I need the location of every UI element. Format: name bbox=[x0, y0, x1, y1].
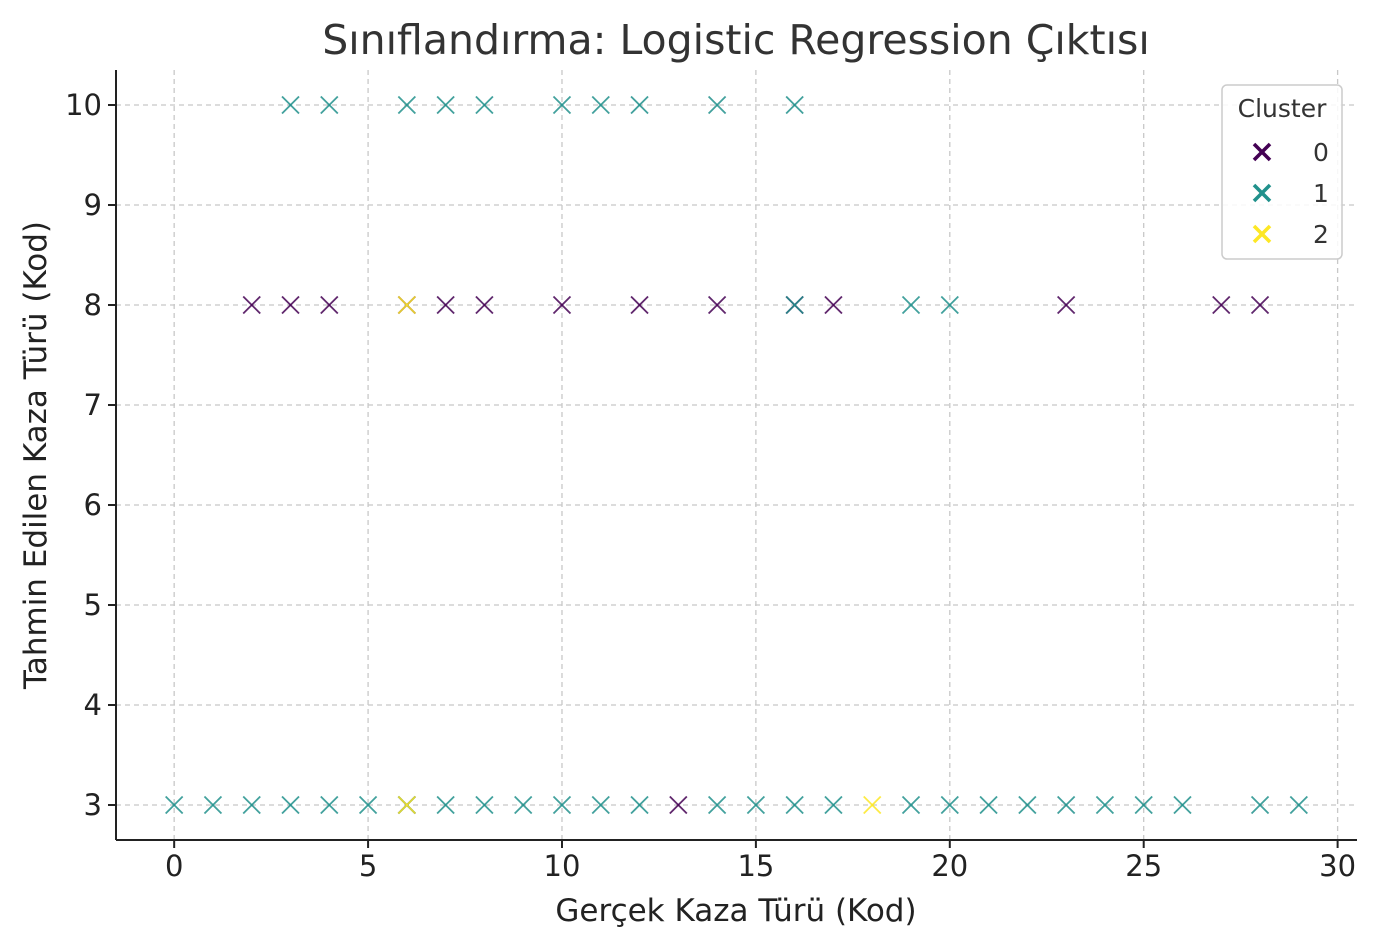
data-point bbox=[669, 795, 688, 815]
data-point bbox=[1057, 295, 1076, 315]
y-tick-label: 10 bbox=[65, 88, 102, 122]
y-tick-label: 9 bbox=[84, 188, 102, 222]
data-point bbox=[320, 95, 339, 115]
data-point bbox=[203, 795, 223, 815]
x-tick-label: 15 bbox=[737, 849, 774, 883]
data-point bbox=[901, 795, 921, 815]
y-axis-label: Tahmin Edilen Kaza Türü (Kod) bbox=[18, 221, 54, 690]
legend-label: 1 bbox=[1313, 179, 1329, 208]
data-point bbox=[242, 295, 261, 315]
y-tick-label: 5 bbox=[84, 588, 102, 622]
data-point bbox=[397, 295, 416, 315]
data-point bbox=[1289, 795, 1308, 815]
legend-entries: 0 1 2 bbox=[1252, 138, 1329, 249]
chart-title: Sınıflandırma: Logistic Regression Çıktı… bbox=[322, 16, 1150, 64]
data-point bbox=[475, 95, 494, 115]
data-point bbox=[552, 295, 572, 315]
x-tick-label: 10 bbox=[544, 849, 581, 883]
legend: Cluster 0 1 2 bbox=[1221, 84, 1343, 260]
x-ticks: 0 5 10 15 20 25 30 bbox=[165, 840, 1356, 883]
data-point bbox=[940, 295, 959, 315]
x-tick-label: 0 bbox=[165, 849, 183, 883]
data-point bbox=[1212, 295, 1231, 315]
y-tick-label: 6 bbox=[84, 488, 102, 522]
y-tick-label: 7 bbox=[84, 388, 102, 422]
data-point bbox=[591, 795, 610, 815]
data-point bbox=[475, 795, 494, 815]
data-point bbox=[1095, 795, 1115, 815]
data-point bbox=[397, 795, 416, 815]
data-point bbox=[514, 795, 533, 815]
data-point bbox=[358, 795, 378, 815]
axes bbox=[115, 70, 1357, 841]
data-point bbox=[436, 795, 455, 815]
legend-marker bbox=[1252, 224, 1272, 244]
legend-label: 2 bbox=[1313, 220, 1329, 249]
data-point bbox=[940, 795, 959, 815]
data-point bbox=[552, 95, 572, 115]
data-point bbox=[320, 295, 339, 315]
data-point bbox=[1250, 795, 1270, 815]
data-points bbox=[165, 95, 1308, 815]
data-point bbox=[475, 295, 494, 315]
data-point bbox=[436, 295, 455, 315]
x-tick-label: 5 bbox=[359, 849, 377, 883]
data-point bbox=[824, 795, 843, 815]
data-point bbox=[863, 795, 882, 815]
x-axis-label: Gerçek Kaza Türü (Kod) bbox=[555, 893, 916, 929]
grid bbox=[116, 70, 1357, 840]
data-point bbox=[746, 795, 766, 815]
legend-label: 0 bbox=[1313, 138, 1329, 167]
x-tick-label: 20 bbox=[931, 849, 968, 883]
data-point bbox=[979, 795, 998, 815]
data-point bbox=[1173, 795, 1192, 815]
data-point bbox=[1134, 795, 1153, 815]
x-tick-label: 25 bbox=[1125, 849, 1162, 883]
legend-marker bbox=[1252, 183, 1272, 203]
data-point bbox=[901, 295, 921, 315]
legend-title: Cluster bbox=[1238, 94, 1327, 123]
data-point bbox=[785, 795, 804, 815]
data-point bbox=[630, 795, 649, 815]
data-point bbox=[707, 295, 727, 315]
x-tick-label: 30 bbox=[1319, 849, 1356, 883]
data-point bbox=[785, 295, 804, 315]
data-point bbox=[397, 95, 416, 115]
y-tick-label: 3 bbox=[84, 788, 102, 822]
data-point bbox=[436, 95, 455, 115]
data-point bbox=[824, 295, 843, 315]
data-point bbox=[707, 795, 727, 815]
data-point bbox=[630, 95, 649, 115]
series-cluster-1 bbox=[165, 95, 1308, 815]
y-tick-label: 8 bbox=[84, 288, 102, 322]
data-point bbox=[552, 795, 572, 815]
y-tick-label: 4 bbox=[84, 688, 102, 722]
series-cluster-0 bbox=[242, 295, 1270, 815]
y-ticks: 3 4 5 6 7 8 9 10 bbox=[65, 88, 116, 822]
data-point bbox=[165, 795, 184, 815]
legend-box bbox=[1221, 84, 1343, 260]
data-point bbox=[320, 795, 339, 815]
data-point bbox=[281, 795, 300, 815]
data-point bbox=[1057, 795, 1076, 815]
data-point bbox=[785, 95, 804, 115]
series-cluster-2 bbox=[397, 295, 882, 815]
legend-marker bbox=[1252, 142, 1272, 162]
data-point bbox=[1250, 295, 1270, 315]
data-point bbox=[242, 795, 261, 815]
data-point bbox=[281, 295, 300, 315]
data-point bbox=[281, 95, 300, 115]
data-point bbox=[707, 95, 727, 115]
data-point bbox=[630, 295, 649, 315]
data-point bbox=[1018, 795, 1037, 815]
data-point bbox=[591, 95, 610, 115]
